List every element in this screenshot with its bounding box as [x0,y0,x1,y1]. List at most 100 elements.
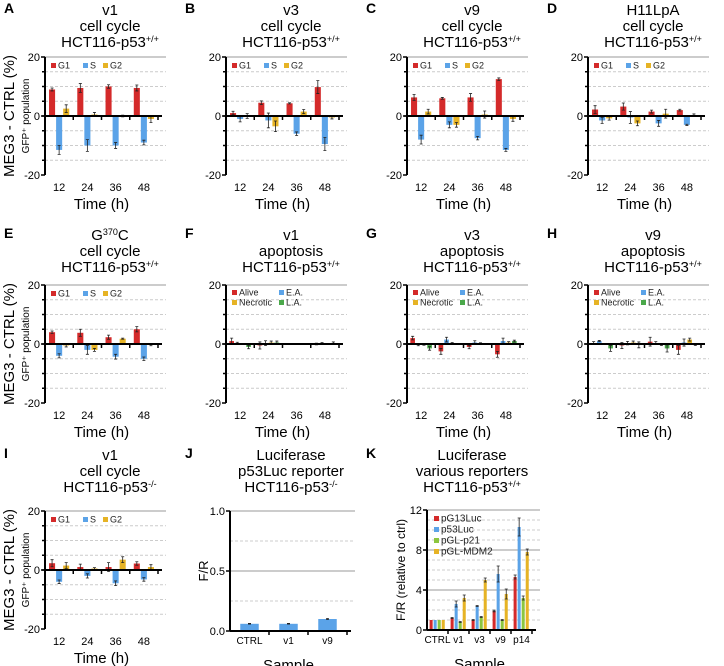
y-tick-label: 20 [28,506,40,518]
bar-p53luc [517,527,521,630]
x-axis-label: Time (h) [74,196,129,213]
chart-title-line: v3 [211,3,371,19]
legend-label: Alive [420,288,440,298]
bar-s [140,116,147,143]
error-bar [688,337,692,342]
y-tick-label: 0 [577,339,583,351]
chart-title-line: cell cycle [30,244,190,260]
y-tick-label: 1.0 [210,506,225,518]
chart-svg: 20 0 -20 12 24 36 48 Time (h) Alive E.A. Necrotic L… [205,280,347,441]
legend-swatch [83,63,88,68]
error-bar [500,619,504,621]
bar-alive [495,344,500,355]
bar-pgl-mdm2 [525,552,529,630]
legend-label: E.A. [648,288,665,298]
y-axis-label: F/R (relative to ctrl) [394,519,408,621]
error-bar [57,353,61,359]
legend-swatch [594,63,599,68]
bar-g1 [467,97,474,116]
y-tick-label: 0.0 [210,626,225,638]
error-bar [287,623,290,625]
error-bar [597,340,601,343]
x-axis-label: Time (h) [255,196,310,213]
title-superscript: +/+ [326,34,340,44]
x-axis-label: Time (h) [436,424,491,441]
bar-s [56,570,63,582]
title-superscript: +/+ [688,34,702,44]
error-bar [411,335,415,341]
x-tick-label: 48 [319,410,331,422]
bar-g2 [453,116,460,125]
title-text: apoptosis [439,243,505,260]
title-text: apoptosis [620,243,686,260]
x-tick-label: 36 [653,182,665,194]
legend-swatch [103,517,108,522]
legend-label: pG13Luc [441,514,482,525]
legend-label: G2 [110,289,122,299]
bar-g2 [634,116,641,124]
title-superscript: 370 [102,227,118,237]
error-bar [114,353,118,360]
x-tick-label: 36 [472,182,484,194]
chart-title-line: HCT116-p53+/+ [392,260,552,276]
bar-g1 [439,98,446,116]
error-bar [497,77,501,81]
title-text: HCT116-p53 [61,34,146,51]
y-axis-label: MEG3 - CTRL (%) [1,509,18,631]
title-text: HCT116-p53 [242,259,327,276]
legend-swatch [279,290,284,295]
y-tick-label: 0 [34,339,40,351]
error-bar [121,337,125,340]
chart-title-line: cell cycle [573,19,724,35]
panel-d: D H11LpA cell cycle HCT116-p53+/+ 20 0 -20 12 24… [543,0,724,221]
error-bar [78,328,82,337]
y-tick-label: -20 [567,170,583,182]
error-bar [78,83,82,93]
legend-label: S [90,289,96,299]
chart-title-line: v1 [30,3,190,19]
legend-swatch [103,291,108,296]
legend-label: L.A. [467,298,483,308]
y-axis-sublabel: GFP⁺ population [21,307,32,382]
chart-title-line: v9 [573,228,724,244]
chart-title-line: HCT116-p53+/+ [392,480,552,496]
legend-swatch [232,63,237,68]
legend-label: L.A. [648,298,664,308]
error-bar [50,330,54,334]
error-bar [85,139,89,152]
y-tick-label: 0 [416,625,422,637]
bar-pgl-mdm2 [462,598,466,630]
legend-label: S [90,515,96,525]
title-text: various reporters [415,463,529,480]
error-bar [258,341,262,350]
bar-s [56,116,63,150]
y-tick-label: 0 [215,111,221,123]
x-tick-label: 12 [53,182,65,194]
error-bar [302,109,306,115]
bar-s [321,116,328,145]
y-tick-label: 20 [28,280,40,292]
y-tick-label: 20 [390,52,402,64]
chart-title-line: HCT116-p53+/+ [573,35,724,51]
error-bar [678,108,682,112]
bar-l-a- [512,341,517,344]
legend-swatch [445,63,450,68]
panel-letter: D [547,0,558,16]
legend-swatch [83,517,88,522]
legend-label: G1 [601,61,613,71]
x-axis-label: Sample [454,656,505,666]
bar-s [683,116,690,125]
bar-pgl-mdm2 [441,620,445,630]
legend-swatch [232,300,237,305]
legend-label: S [452,61,458,71]
x-tick-label: v9 [495,635,506,646]
chart-title-line: Luciferase [392,448,552,464]
legend-swatch [594,290,599,295]
error-bar [288,102,292,105]
title-text: HCT116-p53 [63,479,149,496]
chart-title-line: v9 [392,3,552,19]
legend-label: S [90,61,96,71]
bar-g1 [286,103,293,116]
bar-p53luc [240,623,259,631]
